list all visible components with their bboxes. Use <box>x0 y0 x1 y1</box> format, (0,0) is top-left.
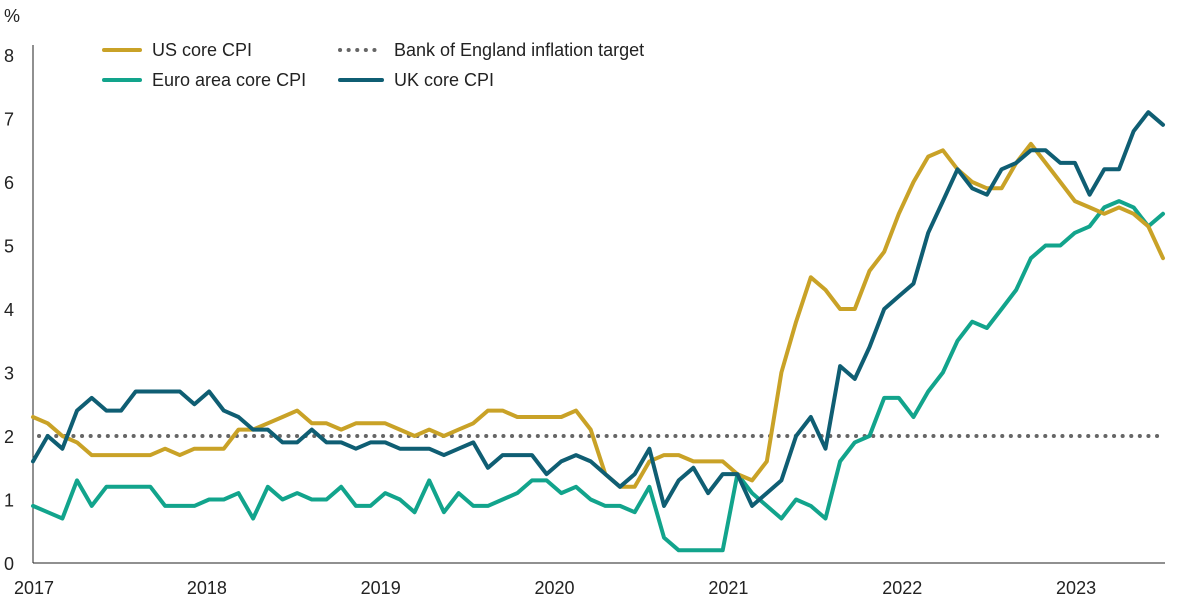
legend-item-uk-core-cpi: UK core CPI <box>338 70 494 90</box>
x-axis-tick-labels: 2017 2018 2019 2020 2021 2022 2023 <box>14 578 1096 598</box>
legend-item-euro-area-core-cpi: Euro area core CPI <box>102 70 306 90</box>
x-tick-label: 2019 <box>361 578 401 598</box>
legend-label-us-core-cpi: US core CPI <box>152 40 252 60</box>
y-tick-label: 7 <box>4 110 14 130</box>
legend-label-boe-target: Bank of England inflation target <box>394 40 644 60</box>
legend-item-boe-target: Bank of England inflation target <box>338 40 644 60</box>
legend-item-us-core-cpi: US core CPI <box>102 40 252 60</box>
y-axis-tick-labels: 0 1 2 3 4 5 6 7 8 <box>4 46 14 574</box>
x-tick-label: 2020 <box>535 578 575 598</box>
y-tick-label: 8 <box>4 46 14 66</box>
y-tick-label: 1 <box>4 491 14 511</box>
x-tick-label: 2018 <box>187 578 227 598</box>
y-tick-label: 2 <box>4 427 14 447</box>
y-tick-label: 5 <box>4 237 14 257</box>
series-layer <box>31 110 1165 553</box>
y-tick-label: 0 <box>4 554 14 574</box>
legend: US core CPI Bank of England inflation ta… <box>102 40 644 90</box>
x-tick-label: 2021 <box>708 578 748 598</box>
y-tick-label: 6 <box>4 173 14 193</box>
series-line-us-core-cpi <box>31 141 1165 489</box>
legend-label-euro-area-core-cpi: Euro area core CPI <box>152 70 306 90</box>
series-line-uk-core-cpi <box>31 110 1165 508</box>
y-tick-label: 3 <box>4 364 14 384</box>
x-tick-label: 2022 <box>882 578 922 598</box>
y-tick-label: 4 <box>4 300 14 320</box>
legend-label-uk-core-cpi: UK core CPI <box>394 70 494 90</box>
x-tick-label: 2023 <box>1056 578 1096 598</box>
y-unit-label: % <box>4 6 20 26</box>
series-line-euro-area-core-cpi <box>31 199 1165 553</box>
x-tick-label: 2017 <box>14 578 54 598</box>
